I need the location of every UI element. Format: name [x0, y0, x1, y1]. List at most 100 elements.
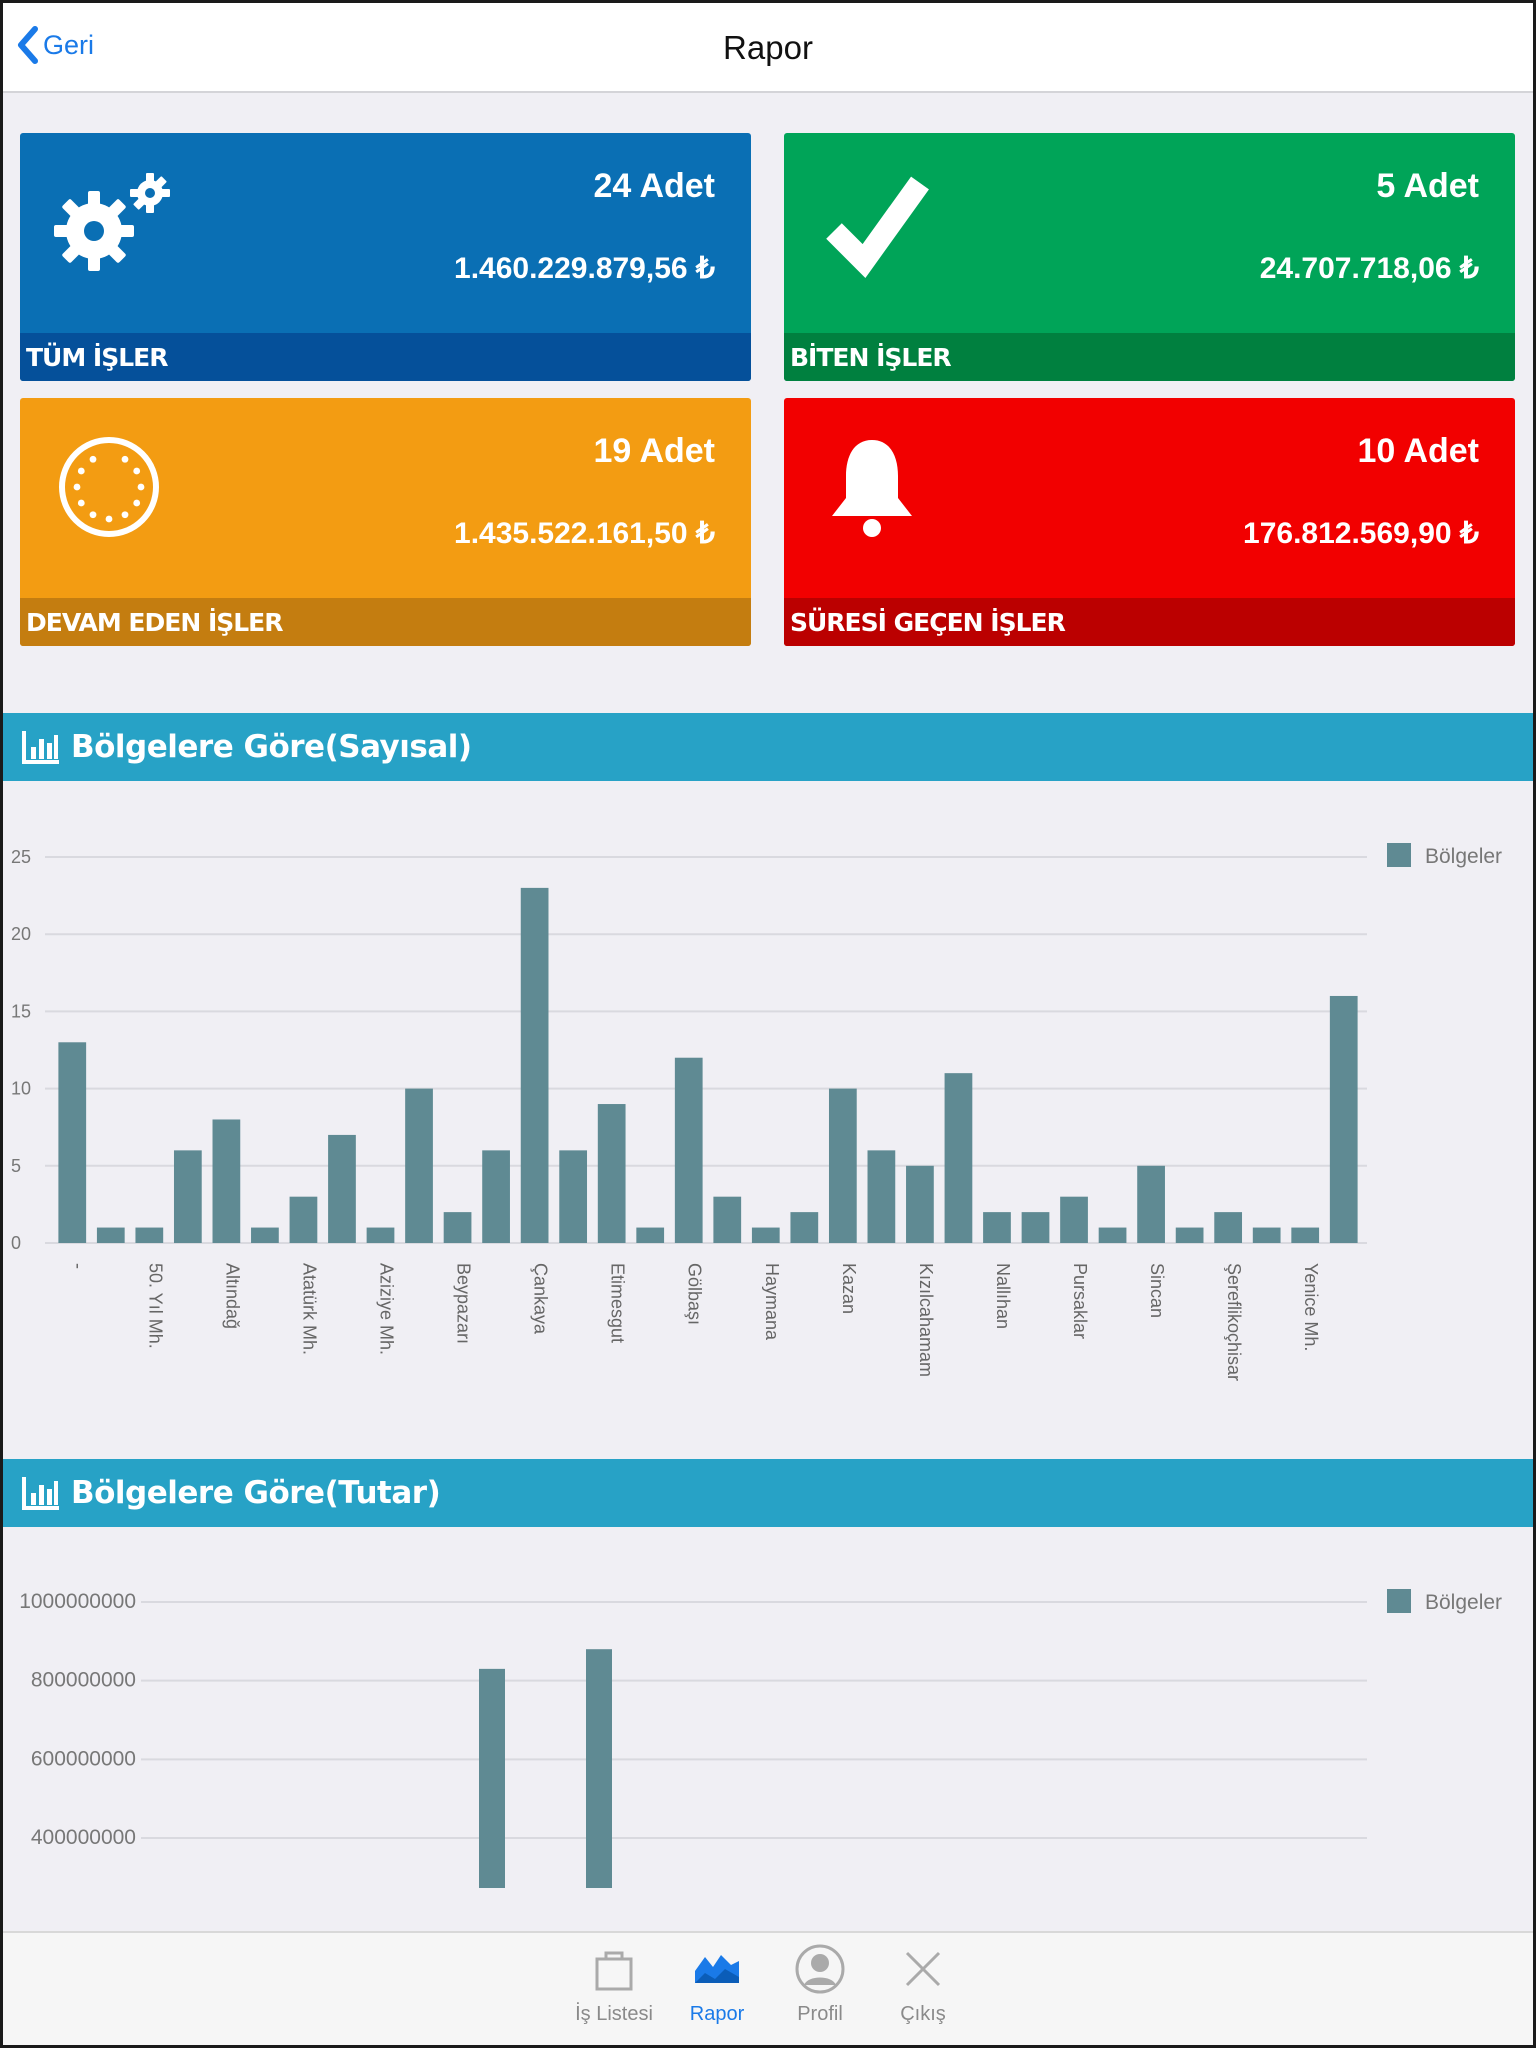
y-tick-label: 1000000000 [19, 1590, 136, 1613]
finished-jobs-card[interactable]: 5 Adet 24.707.718,06 ₺ BİTEN İŞLER [784, 133, 1515, 381]
x-tick-label: Şereflikoçhisar [1224, 1263, 1244, 1381]
x-tick-label: Haymana [762, 1263, 782, 1341]
card-count: 5 Adet [1376, 167, 1479, 205]
y-tick-label: 25 [11, 847, 31, 867]
bar[interactable] [289, 1196, 318, 1243]
legend-swatch [1387, 843, 1411, 867]
gears-icon [54, 173, 170, 271]
bar[interactable] [520, 887, 549, 1243]
bar[interactable] [1137, 1165, 1165, 1243]
bar[interactable] [586, 1649, 612, 1888]
chart-count-container: 0 5 10 15 20 25 - 50. Yıl Mh. Altındağ Atatürk Mh… [3, 781, 1533, 1457]
bar[interactable] [1329, 995, 1358, 1243]
card-count: 10 Adet [1357, 432, 1479, 470]
bar[interactable] [828, 1088, 857, 1243]
tab-bar: İş Listesi Rapor Profil Çıkış [3, 1931, 1533, 2045]
chart-amount-container: 400000000 600000000 800000000 1000000000 Böl… [3, 1527, 1533, 1931]
x-tick-label: Sincan [1147, 1263, 1167, 1318]
bar[interactable] [559, 1150, 588, 1243]
section-header-amount: Bölgelere Göre(Tutar) [3, 1459, 1533, 1527]
bar[interactable] [983, 1212, 1011, 1243]
bar[interactable] [713, 1196, 742, 1243]
y-tick-label: 800000000 [31, 1669, 136, 1692]
tab-label: İş Listesi [575, 2003, 653, 2025]
bar[interactable] [1291, 1227, 1320, 1243]
x-tick-label: Çankaya [531, 1263, 551, 1335]
card-amount: 24.707.718,06 ₺ [1259, 252, 1479, 285]
card-count: 24 Adet [593, 167, 715, 205]
back-button[interactable]: Geri [15, 23, 94, 67]
y-tick-label: 10 [11, 1079, 31, 1099]
legend-label: Bölgeler [1425, 1591, 1502, 1614]
user-icon [795, 1944, 845, 1994]
bar[interactable] [1098, 1227, 1127, 1243]
bar[interactable] [173, 1150, 202, 1243]
x-tick-label: 50. Yıl Mh. [145, 1263, 165, 1349]
bar[interactable] [135, 1227, 164, 1243]
bar[interactable] [1060, 1196, 1088, 1243]
bar[interactable] [96, 1227, 125, 1243]
bar[interactable] [674, 1057, 703, 1243]
tab-label: Profil [797, 2003, 843, 2025]
loading-circle-icon [59, 437, 159, 537]
bar[interactable] [1214, 1212, 1243, 1243]
bar[interactable] [1021, 1212, 1050, 1243]
bar[interactable] [479, 1668, 505, 1888]
bar[interactable] [212, 1119, 241, 1243]
chevron-left-icon [18, 26, 38, 64]
bar[interactable] [944, 1073, 973, 1243]
all-jobs-card[interactable]: 24 Adet 1.460.229.879,56 ₺ TÜM İŞLER [20, 133, 751, 381]
y-tick-label: 0 [11, 1233, 21, 1253]
bar[interactable] [1175, 1227, 1204, 1243]
card-amount: 1.460.229.879,56 ₺ [454, 252, 715, 285]
bar[interactable] [867, 1150, 896, 1243]
section-title: Bölgelere Göre(Tutar) [71, 1475, 441, 1511]
navbar: Geri Rapor [3, 3, 1533, 93]
card-count: 19 Adet [593, 432, 715, 470]
ongoing-jobs-card[interactable]: 19 Adet 1.435.522.161,50 ₺ DEVAM EDEN İŞ… [20, 398, 751, 646]
bar[interactable] [58, 1042, 87, 1243]
bar[interactable] [251, 1227, 279, 1243]
bar[interactable] [906, 1165, 934, 1243]
bar[interactable] [443, 1212, 472, 1243]
bar[interactable] [790, 1212, 819, 1243]
back-label: Geri [43, 29, 95, 60]
x-tick-label: - [68, 1263, 88, 1269]
x-tick-label: Kazan [839, 1263, 859, 1314]
close-icon [905, 1951, 941, 1987]
bell-icon [832, 440, 912, 537]
y-tick-label: 600000000 [31, 1747, 136, 1770]
y-tick-label: 5 [11, 1156, 21, 1176]
x-tick-label: Yenice Mh. [1301, 1263, 1321, 1351]
tab-is-listesi[interactable]: İş Listesi [559, 1943, 669, 2043]
bar[interactable] [597, 1104, 626, 1243]
tab-profil[interactable]: Profil [765, 1943, 875, 2043]
x-tick-label: Gölbaşı [685, 1263, 705, 1325]
y-tick-label: 20 [11, 924, 31, 944]
card-amount: 1.435.522.161,50 ₺ [454, 517, 715, 550]
y-tick-label: 400000000 [31, 1826, 136, 1849]
bar[interactable] [482, 1150, 510, 1243]
bar[interactable] [405, 1088, 433, 1243]
bar[interactable] [366, 1227, 395, 1243]
x-tick-label: Aziziye Mh. [377, 1263, 397, 1355]
overdue-jobs-card[interactable]: 10 Adet 176.812.569,90 ₺ SÜRESİ GEÇEN İŞ… [784, 398, 1515, 646]
amount-bar-chart: 400000000 600000000 800000000 1000000000 Böl… [19, 1589, 1502, 1888]
bar[interactable] [1252, 1227, 1281, 1243]
tab-cikis[interactable]: Çıkış [868, 1943, 978, 2043]
tab-label: Çıkış [900, 2003, 946, 2025]
legend-swatch [1387, 1589, 1411, 1613]
x-tick-label: Altındağ [222, 1263, 242, 1329]
bar[interactable] [751, 1227, 780, 1243]
bar[interactable] [636, 1227, 665, 1243]
tab-rapor[interactable]: Rapor [662, 1943, 772, 2043]
x-tick-label: Atatürk Mh. [299, 1263, 319, 1355]
chart-area-icon [695, 1955, 739, 1983]
card-label: DEVAM EDEN İŞLER [20, 598, 751, 646]
x-tick-label: Beypazarı [454, 1263, 474, 1344]
tab-label: Rapor [689, 2003, 745, 2025]
bar[interactable] [328, 1134, 356, 1243]
y-tick-label: 15 [11, 1001, 31, 1021]
section-header-count: Bölgelere Göre(Sayısal) [3, 713, 1533, 781]
